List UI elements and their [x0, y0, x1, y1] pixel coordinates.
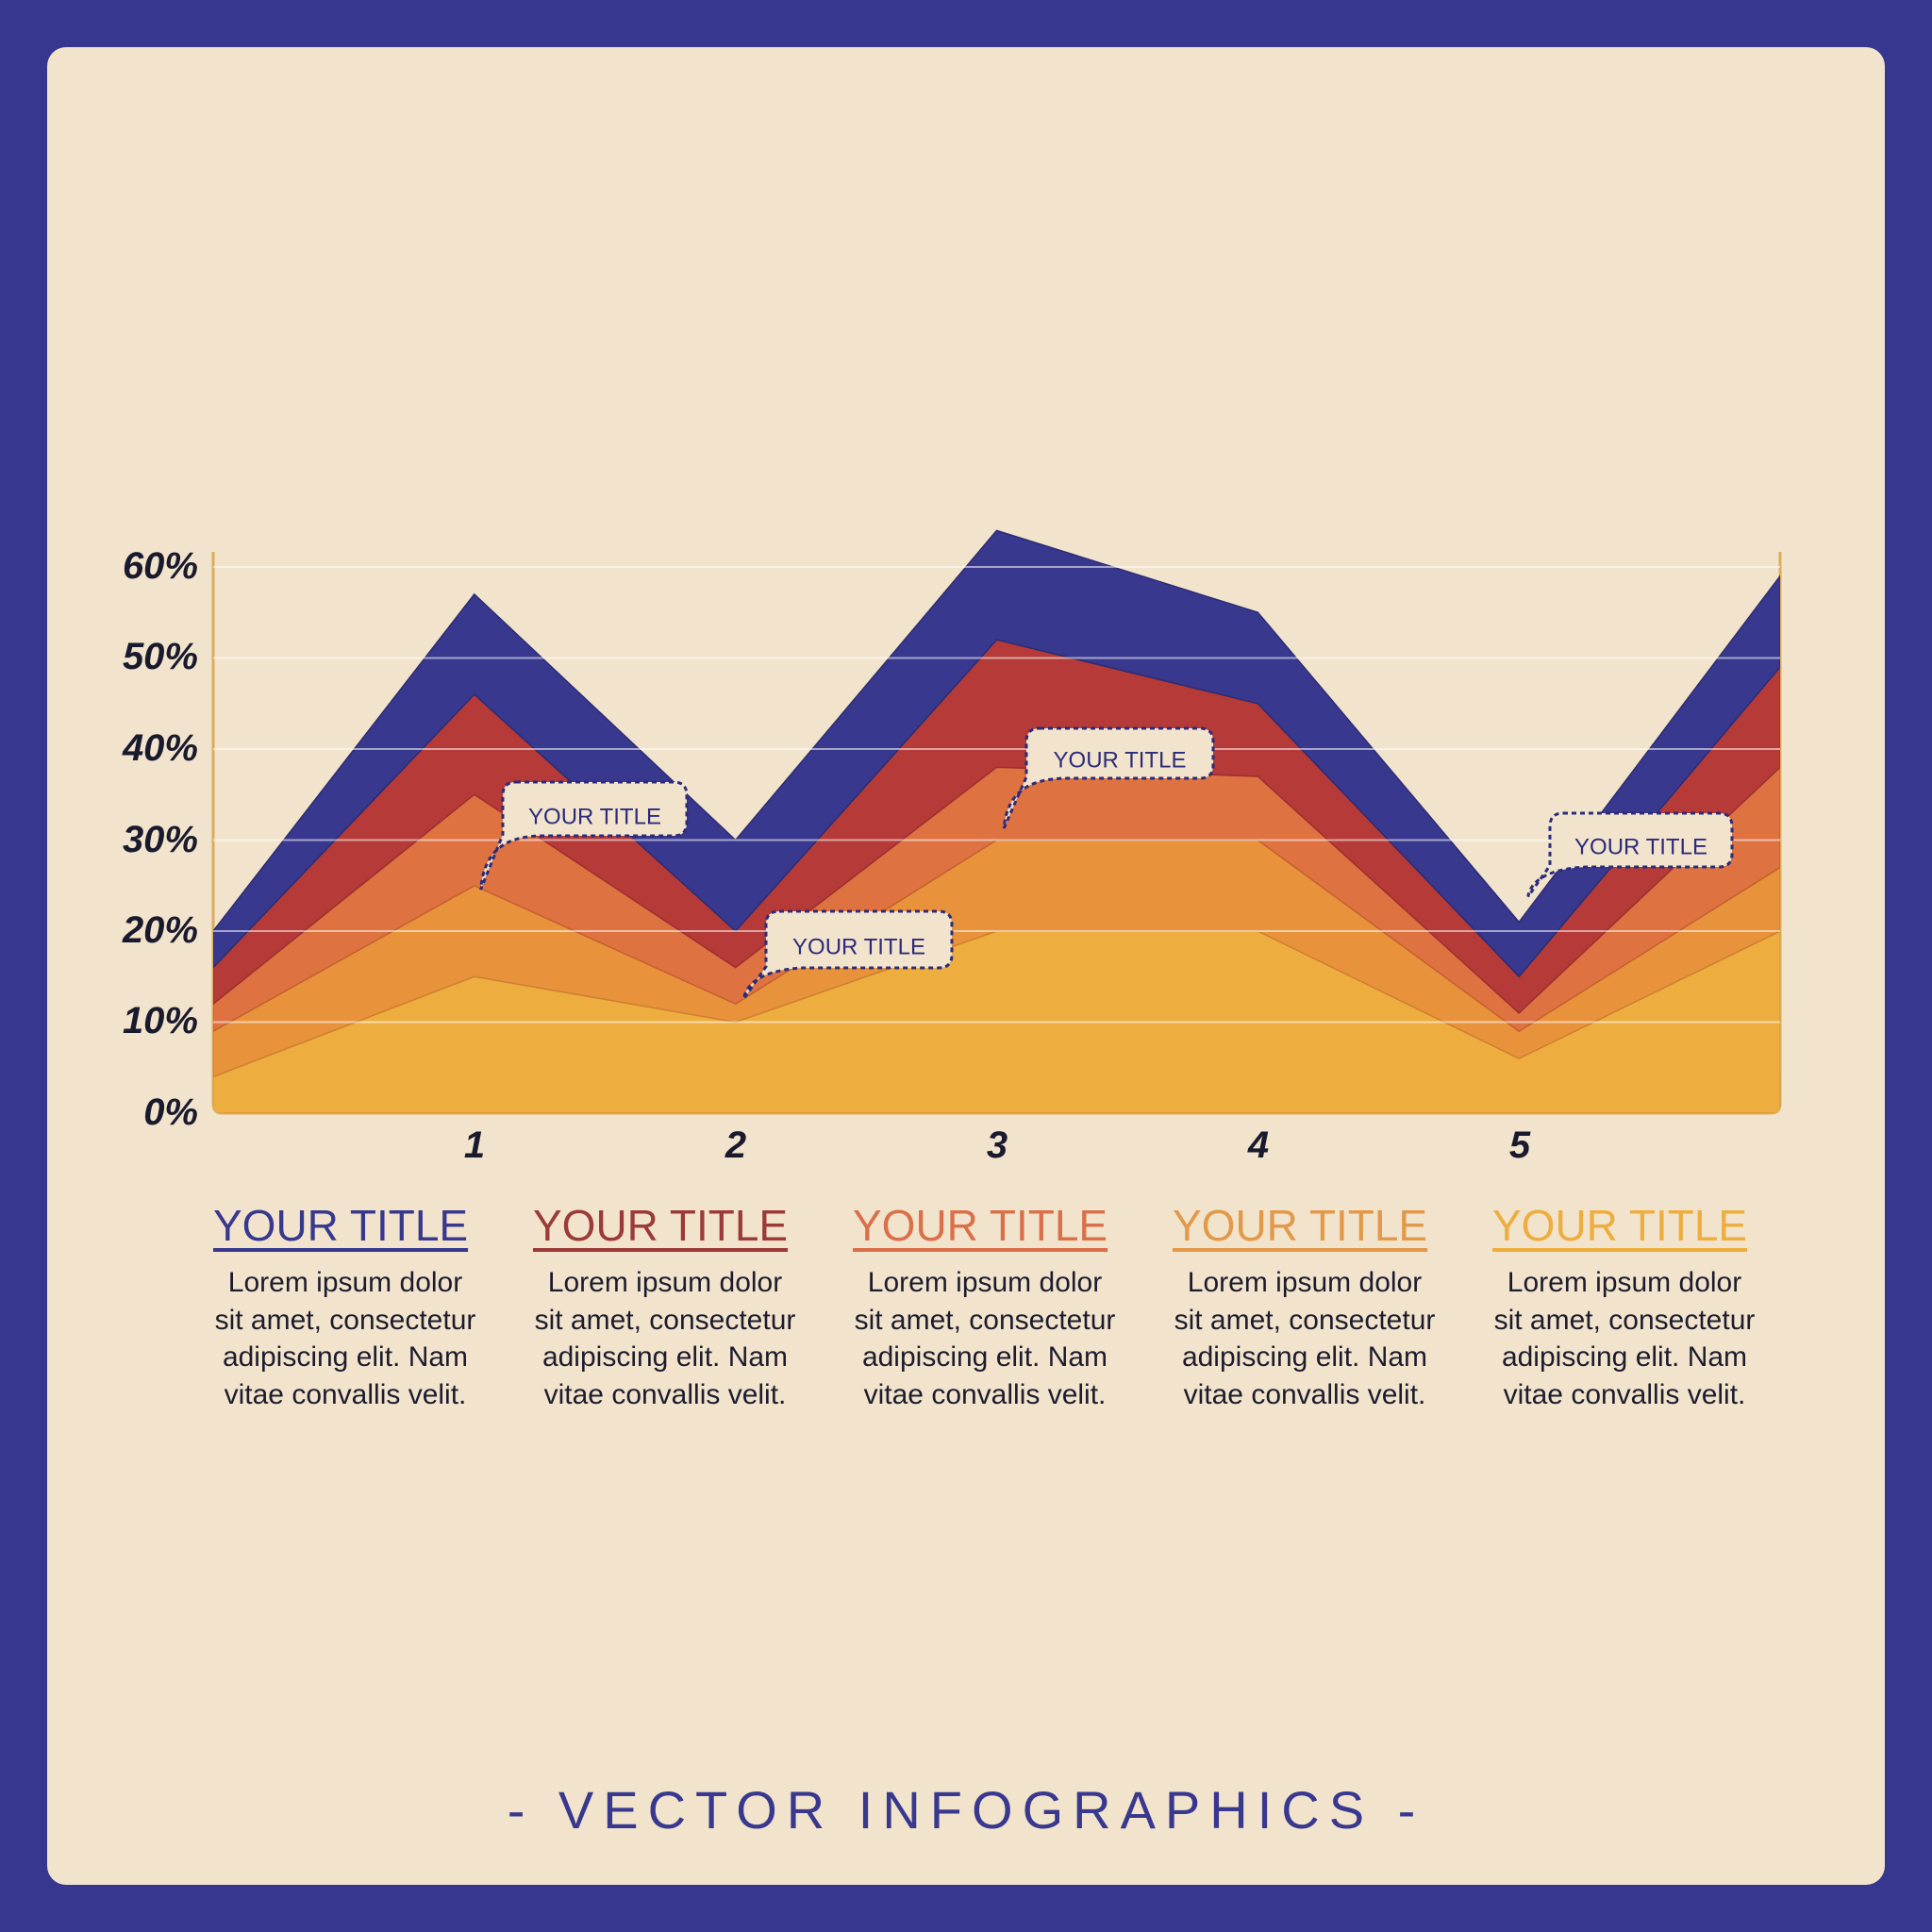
svg-text:YOUR TITLE: YOUR TITLE	[792, 934, 925, 959]
svg-text:YOUR TITLE: YOUR TITLE	[1054, 747, 1187, 773]
svg-text:YOUR TITLE: YOUR TITLE	[1574, 834, 1707, 859]
svg-text:YOUR TITLE: YOUR TITLE	[528, 804, 661, 829]
